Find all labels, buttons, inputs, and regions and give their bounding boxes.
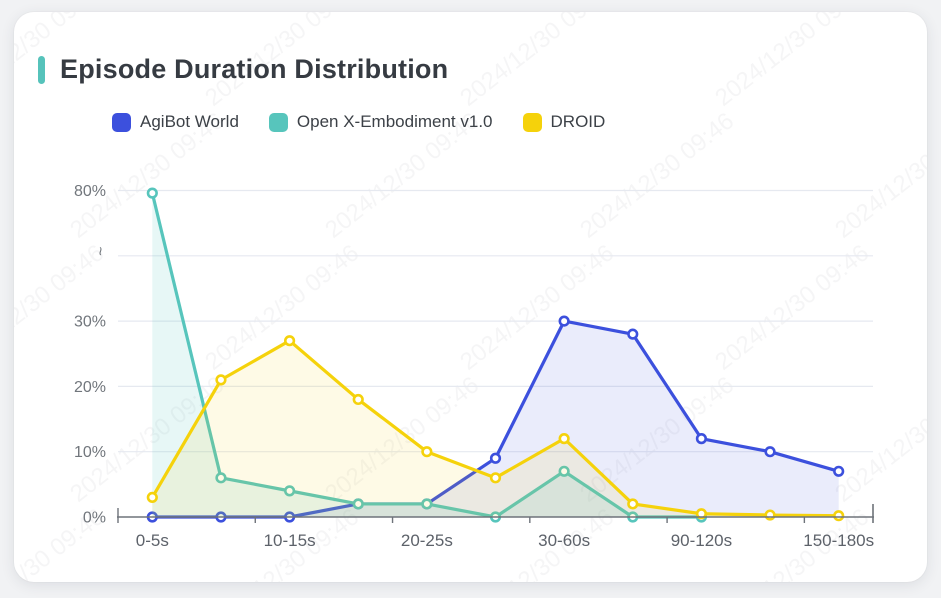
x-axis-tick-label: 0-5s	[136, 531, 169, 550]
line-chart-plot: 0% 10% 20% 30% ~80% 0-5s 10-15s 20-25s 30-60s 90-…	[74, 183, 874, 550]
legend-label: Open X-Embodiment v1.0	[296, 112, 493, 131]
data-point	[489, 452, 502, 464]
data-point	[146, 187, 158, 199]
legend-swatch-icon	[522, 112, 542, 132]
y-axis-tick-label: 80%	[74, 183, 106, 200]
data-point	[352, 393, 364, 406]
legend-label: AgiBot World	[140, 112, 239, 131]
title-accent-bar	[38, 55, 45, 84]
chart-legend: AgiBot World Open X-Embodiment v1.0 DROI…	[112, 112, 605, 132]
legend-swatch-icon	[268, 112, 288, 132]
data-point	[146, 491, 158, 504]
legend-item-open-x-embodiment[interactable]: Open X-Embodiment v1.0	[268, 112, 493, 132]
data-point	[489, 472, 502, 484]
x-axis-tick-label: 10-15s	[264, 531, 316, 550]
data-point	[627, 498, 639, 510]
data-point	[833, 510, 845, 522]
data-point	[764, 509, 776, 521]
x-axis-labels: 0-5s 10-15s 20-25s 30-60s 90-120s 150-180s	[136, 531, 874, 550]
data-point	[352, 498, 364, 510]
chart-title: Episode Duration Distribution	[60, 54, 449, 84]
data-point	[421, 446, 433, 458]
data-point	[558, 465, 570, 477]
data-point	[558, 315, 570, 327]
series-droid	[146, 335, 845, 522]
x-axis-tick-label: 20-25s	[401, 531, 453, 550]
legend-swatch-icon	[112, 112, 131, 132]
y-axis-tick-label: 10%	[74, 444, 106, 461]
x-axis-tick-label: 30-60s	[538, 531, 590, 550]
data-point	[695, 433, 708, 445]
data-point	[764, 446, 776, 458]
y-axis-labels: 0% 10% 20% 30% ~80%	[74, 183, 108, 527]
x-axis	[117, 504, 874, 523]
data-point	[558, 433, 570, 445]
data-point	[695, 508, 708, 520]
legend-item-droid[interactable]: DROID	[522, 112, 606, 132]
data-point	[283, 485, 296, 497]
y-axis-tick-label: 0%	[83, 510, 106, 527]
y-axis-tick-label: 30%	[74, 314, 106, 331]
data-point	[215, 374, 227, 386]
legend-item-agibot-world[interactable]: AgiBot World	[112, 112, 239, 132]
card-header: Episode Duration Distribution	[38, 54, 448, 85]
x-axis-tick-label: 150-180s	[803, 531, 874, 550]
gridlines	[118, 189, 873, 453]
legend-label: DROID	[550, 112, 606, 131]
data-point	[421, 498, 433, 510]
data-point	[627, 328, 639, 340]
data-point	[833, 465, 845, 477]
x-axis-tick-label: 90-120s	[671, 531, 732, 550]
data-point	[283, 335, 296, 347]
y-axis-tick-label: 20%	[74, 379, 106, 396]
y-axis-break-symbol: ~	[91, 246, 108, 255]
data-point	[215, 472, 227, 484]
